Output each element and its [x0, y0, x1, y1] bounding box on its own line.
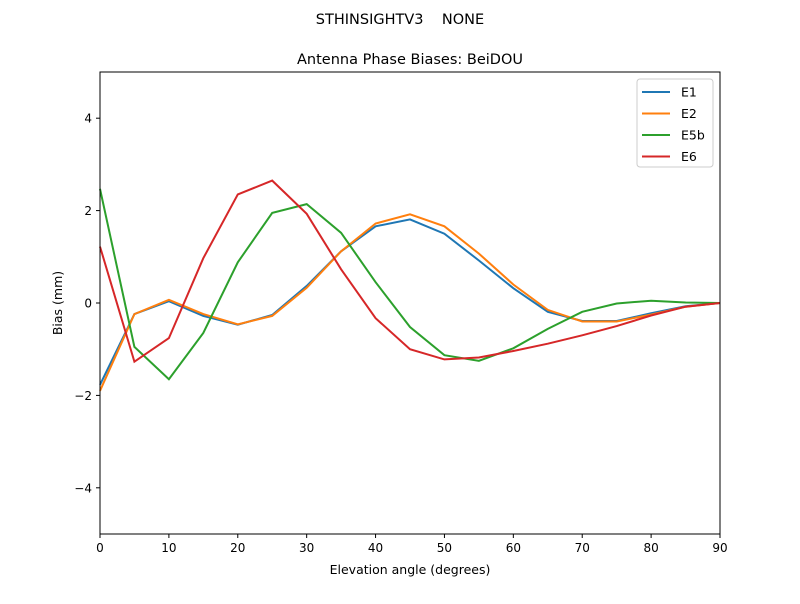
legend-box	[636, 78, 714, 168]
suptitle: STHINSIGHTV3 NONE	[316, 12, 484, 28]
legend-label-E6: E6	[681, 149, 697, 164]
series-line-E5b	[99, 188, 721, 381]
x-tick-label: 70	[575, 541, 590, 555]
x-tick-label: 60	[506, 541, 521, 555]
x-tick-label: 10	[161, 541, 176, 555]
series-lines	[99, 179, 721, 392]
x-tick-label: 80	[643, 541, 658, 555]
x-axis-label: Elevation angle (degrees)	[330, 562, 491, 577]
x-tick-label: 30	[299, 541, 314, 555]
x-tick-label: 40	[368, 541, 383, 555]
y-axis-label: Bias (mm)	[50, 271, 65, 335]
legend-label-E5b: E5b	[681, 128, 705, 143]
y-axis: −4 −2 0 2 4	[74, 112, 100, 495]
series-line-E6	[99, 179, 721, 364]
x-tick-label: 20	[230, 541, 245, 555]
y-tick-label: −4	[74, 481, 92, 495]
x-tick-label: 0	[96, 541, 104, 555]
x-tick-label: 90	[712, 541, 727, 555]
y-tick-label: 4	[84, 112, 92, 126]
y-tick-label: 0	[84, 297, 92, 311]
legend: E1 E2 E5b E6	[636, 78, 714, 168]
x-axis: 0 10 20 30 40 50 60 70 80 90	[96, 534, 728, 555]
series-line-E2	[99, 213, 721, 392]
y-tick-label: −2	[74, 389, 92, 403]
x-tick-label: 50	[437, 541, 452, 555]
chart-title: Antenna Phase Biases: BeiDOU	[297, 52, 523, 68]
y-tick-label: 2	[84, 204, 92, 218]
legend-label-E1: E1	[681, 85, 697, 100]
legend-label-E2: E2	[681, 106, 697, 121]
